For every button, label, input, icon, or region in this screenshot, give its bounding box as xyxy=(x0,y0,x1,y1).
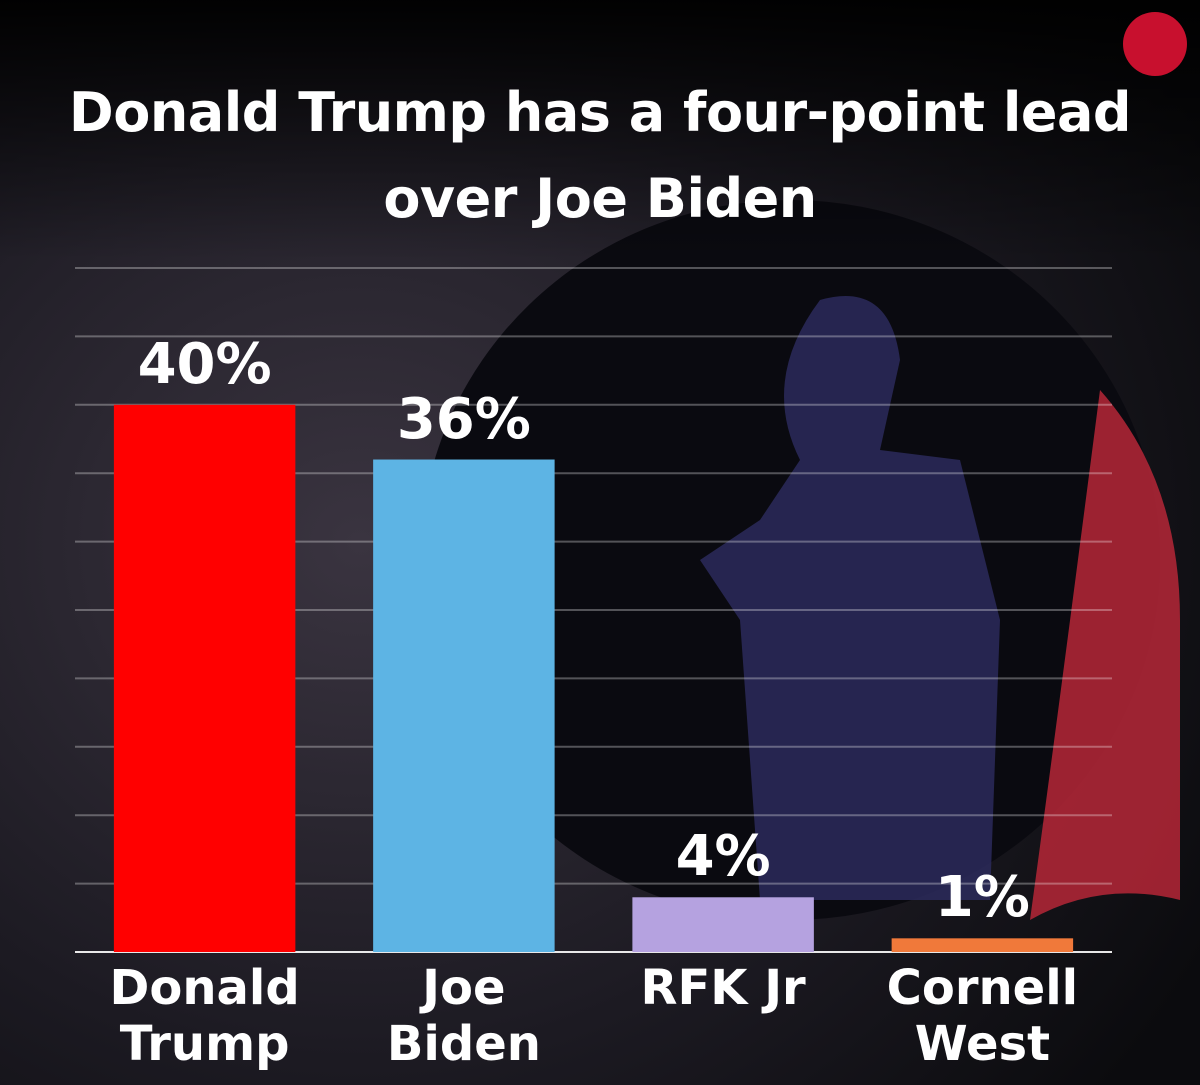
flag xyxy=(1030,390,1180,920)
figure xyxy=(700,296,1000,900)
value-label: 4% xyxy=(675,824,771,890)
bar xyxy=(373,459,555,952)
logo xyxy=(1123,12,1187,76)
value-label: 36% xyxy=(396,386,531,452)
value-label: 1% xyxy=(934,865,1030,931)
value-label: 40% xyxy=(137,331,272,397)
x-tick-label: Donald Trump xyxy=(109,960,300,1072)
x-tick-label: Joe Biden xyxy=(386,960,541,1072)
bar xyxy=(891,938,1074,952)
x-tick-label: RFK Jr xyxy=(640,960,806,1016)
x-tick-label: Cornell West xyxy=(886,960,1079,1072)
top-shade xyxy=(0,0,1200,260)
chart-title: Donald Trump has a four-point lead over … xyxy=(68,81,1132,230)
bar xyxy=(632,897,814,952)
bar xyxy=(113,404,296,952)
